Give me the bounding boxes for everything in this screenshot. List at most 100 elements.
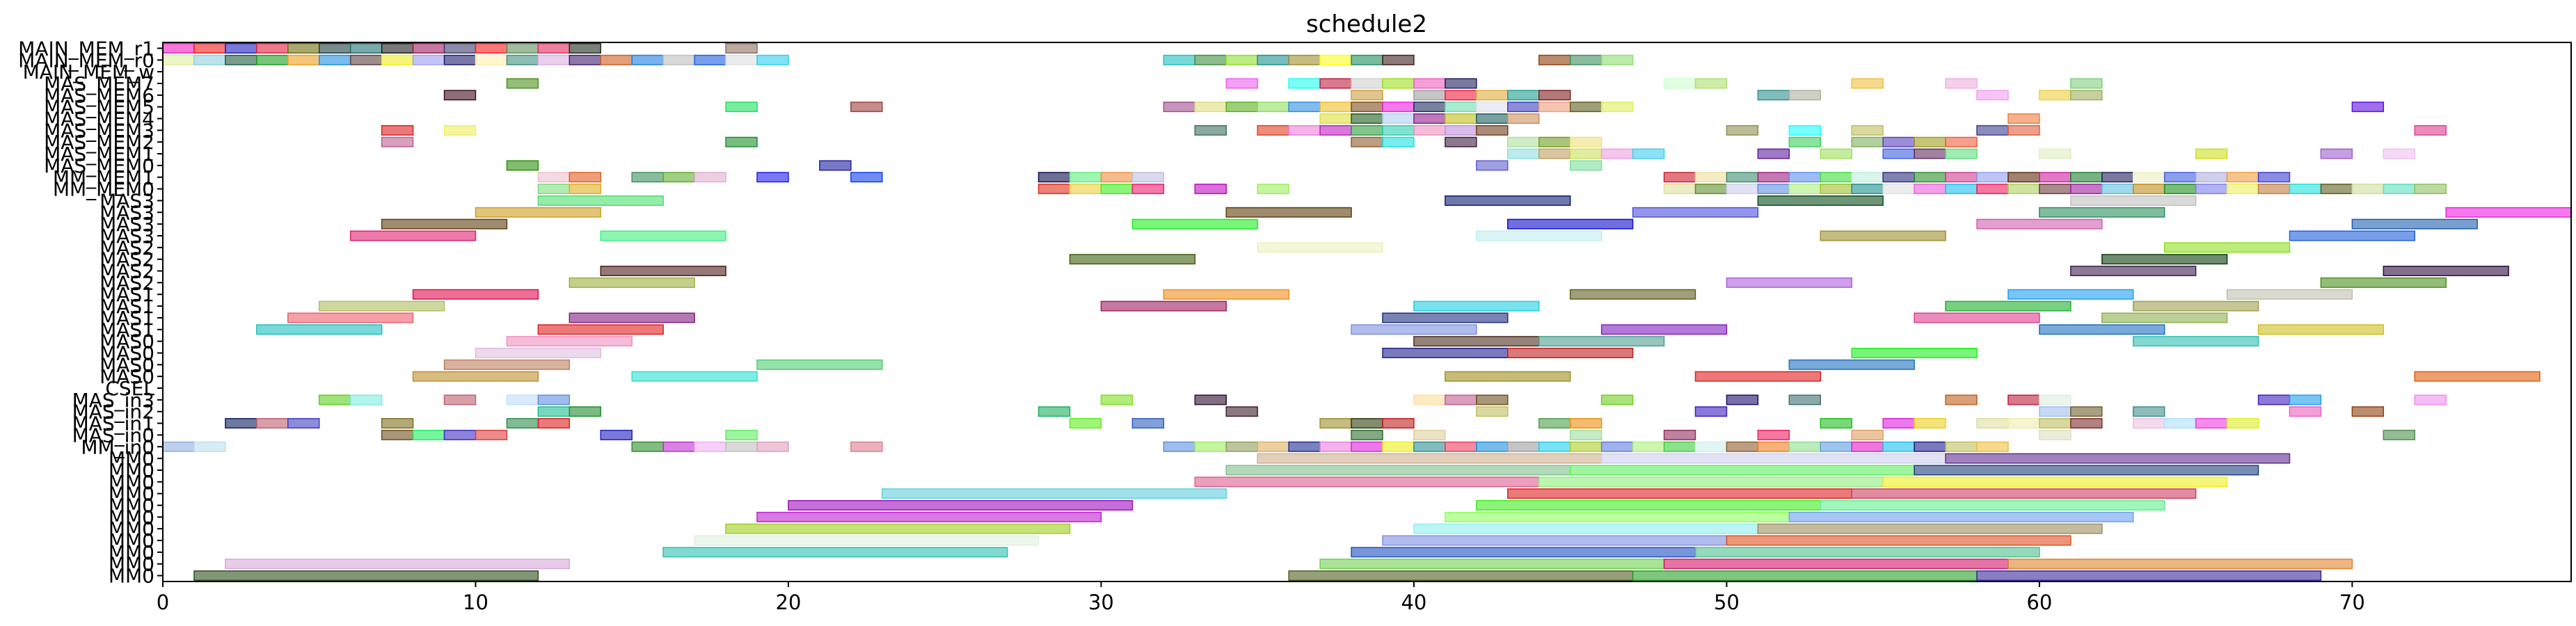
schedule-bar <box>2039 184 2072 195</box>
schedule-bar <box>1569 465 1915 476</box>
schedule-bar <box>1945 300 2072 312</box>
schedule-bar <box>1851 347 1978 358</box>
schedule-bar <box>2101 254 2228 265</box>
schedule-bar <box>1476 394 1509 406</box>
schedule-bar <box>1757 441 1790 452</box>
schedule-bar <box>1757 429 1790 440</box>
y-tick-label: CSEL <box>105 377 154 400</box>
bars-layer <box>162 42 2572 581</box>
schedule-bar <box>1600 441 1634 452</box>
schedule-bar <box>2226 172 2259 183</box>
y-tick-label: MM0 <box>109 494 154 517</box>
schedule-bar <box>631 54 664 65</box>
schedule-bar <box>1225 54 1258 65</box>
schedule-bar <box>1445 78 1477 89</box>
schedule-bar <box>1507 136 1540 147</box>
schedule-bar <box>1569 418 1603 429</box>
schedule-bar <box>662 54 695 65</box>
schedule-bar <box>1476 230 1603 241</box>
y-tick-label: MAS1 <box>100 319 154 342</box>
schedule-bar <box>1757 172 1790 183</box>
schedule-bar <box>1445 394 1477 406</box>
schedule-bar <box>1351 429 1383 440</box>
schedule-bar <box>1288 54 1321 65</box>
schedule-bar <box>1476 90 1509 101</box>
schedule-bar <box>2351 406 2385 417</box>
schedule-bar <box>1914 136 1946 147</box>
y-tick-label: MM_in0 <box>81 435 154 458</box>
schedule-bar <box>850 172 883 183</box>
schedule-bar <box>1788 441 1821 452</box>
schedule-bar <box>1569 429 1603 440</box>
schedule-bar <box>1163 441 1196 452</box>
schedule-bar <box>631 172 664 183</box>
schedule-bar <box>1413 441 1446 452</box>
schedule-bar <box>193 54 226 65</box>
schedule-bar <box>1882 172 1915 183</box>
schedule-bar <box>381 136 414 147</box>
schedule-bar <box>2351 184 2385 195</box>
schedule-bar <box>1194 441 1227 452</box>
schedule-bar <box>1319 54 1352 65</box>
schedule-bar <box>1319 559 1665 570</box>
schedule-bar <box>475 42 508 54</box>
schedule-bar <box>256 54 289 65</box>
schedule-bar <box>2383 266 2509 277</box>
schedule-bar <box>756 359 883 370</box>
schedule-bar <box>537 324 664 335</box>
schedule-bar <box>412 54 445 65</box>
schedule-bar <box>1069 418 1102 429</box>
schedule-bar <box>1914 418 1946 429</box>
schedule-bar <box>1851 172 1884 183</box>
schedule-bar <box>1131 418 1165 429</box>
y-tick-label: MAS3 <box>100 225 154 248</box>
y-tick-label: MM0 <box>109 459 154 482</box>
schedule-bar <box>725 54 758 65</box>
y-tick-label: MAS_in1 <box>72 412 154 435</box>
schedule-bar <box>600 54 633 65</box>
schedule-bar <box>1538 136 1571 147</box>
schedule-bar <box>1726 277 1852 288</box>
schedule-bar <box>1288 570 1634 581</box>
schedule-bar <box>162 42 195 54</box>
schedule-bar <box>1976 184 2009 195</box>
schedule-bar <box>694 54 726 65</box>
schedule-bar <box>788 500 1134 511</box>
schedule-bar <box>1194 394 1227 406</box>
schedule-bar <box>287 42 320 54</box>
schedule-bar <box>318 300 445 312</box>
y-tick-label: MAS0 <box>100 342 154 364</box>
y-tick-label: MAS2 <box>100 248 154 271</box>
schedule-bar <box>2195 418 2228 429</box>
schedule-bar <box>694 172 726 183</box>
schedule-bar <box>1351 54 1383 65</box>
schedule-bar <box>819 160 852 171</box>
schedule-bar <box>1476 113 1509 125</box>
schedule-bar <box>1694 547 2040 558</box>
schedule-bar <box>475 207 602 218</box>
schedule-bar <box>1507 218 1634 230</box>
schedule-bar <box>2039 148 2072 159</box>
schedule-bar <box>2320 148 2353 159</box>
schedule-bar <box>756 511 1102 522</box>
y-tick-label: MM_MEM1 <box>53 166 154 189</box>
schedule-bar <box>506 54 539 65</box>
schedule-bar <box>475 54 508 65</box>
schedule-bar <box>1569 160 1603 171</box>
schedule-bar <box>1257 102 1289 113</box>
y-tick-label: MM0 <box>109 517 154 540</box>
schedule-bar <box>600 429 633 440</box>
schedule-bar <box>2226 289 2353 300</box>
schedule-bar <box>193 42 226 54</box>
schedule-bar <box>1319 418 1352 429</box>
schedule-bar <box>1976 570 2322 581</box>
schedule-bar <box>725 523 1071 534</box>
schedule-bar <box>1163 289 1289 300</box>
y-tick-label: MAS_MEM5 <box>44 96 154 119</box>
y-tick-label: MAS_MEM1 <box>44 143 154 166</box>
x-axis: 0 10 20 30 40 50 60 70 <box>157 581 2365 614</box>
schedule-bar <box>1788 172 1821 183</box>
schedule-bar <box>1914 465 2259 476</box>
schedule-bar <box>2414 125 2447 136</box>
schedule-bar <box>1820 172 1852 183</box>
